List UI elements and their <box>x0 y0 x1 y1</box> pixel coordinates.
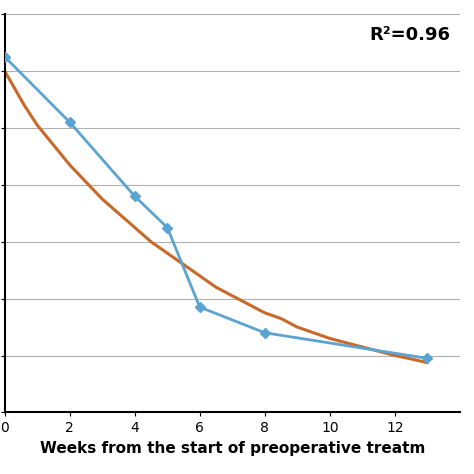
Text: R²=0.96: R²=0.96 <box>370 26 451 44</box>
X-axis label: Weeks from the start of preoperative treatm: Weeks from the start of preoperative tre… <box>39 441 425 456</box>
